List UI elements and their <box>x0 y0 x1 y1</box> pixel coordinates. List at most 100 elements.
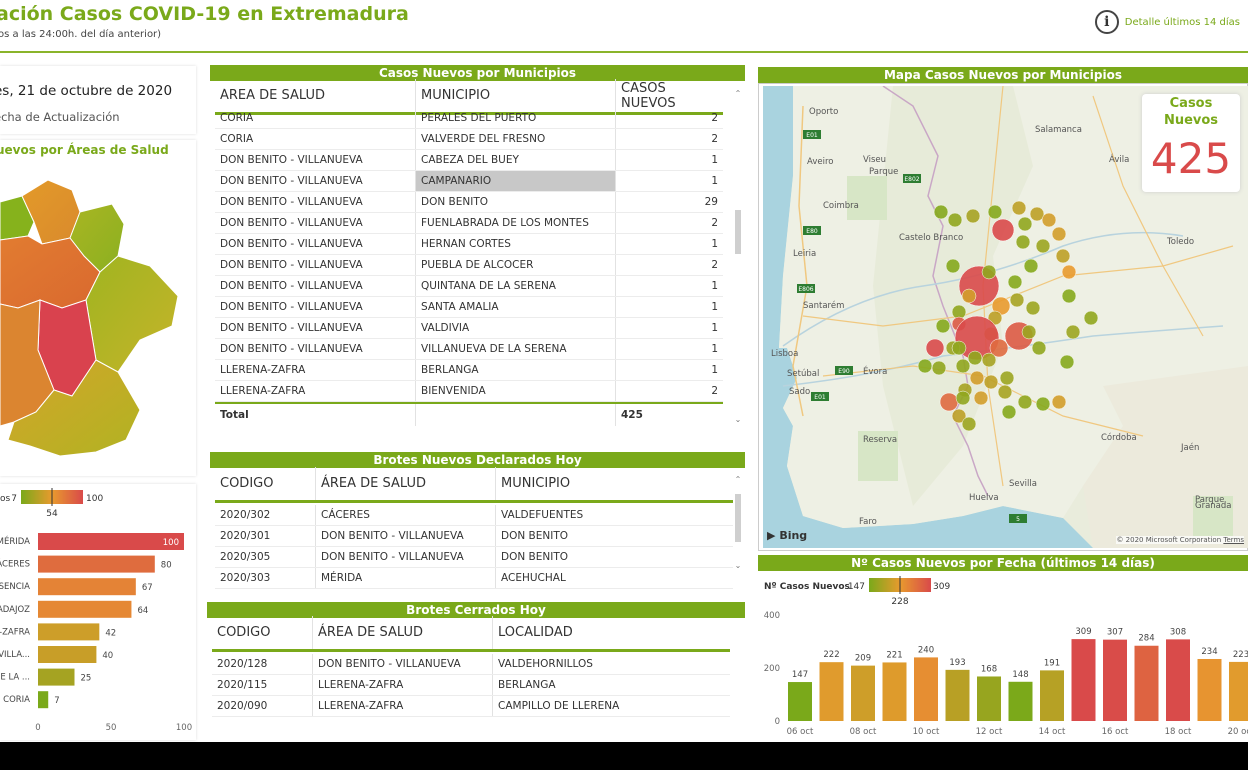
municipio-cell[interactable]: DON BENITO - VILLANUEVA <box>220 238 363 250</box>
municipio-cell[interactable]: BIENVENIDA <box>415 381 615 401</box>
brote-nuevo-cell[interactable]: 2020/302 <box>220 509 271 521</box>
municipio-row[interactable]: DON BENITO - VILLANUEVA VILLANUEVA DE LA … <box>215 339 723 360</box>
municipio-cell[interactable]: 2 <box>615 108 723 128</box>
municipio-cell[interactable]: 1 <box>615 276 723 296</box>
municipio-cell[interactable]: CAMPANARIO <box>415 171 615 191</box>
municipio-cell[interactable]: 29 <box>615 192 723 212</box>
scroll-up-icon[interactable]: ⌃ <box>734 475 742 484</box>
brote-cerrado-cell[interactable]: DON BENITO - VILLANUEVA <box>312 654 492 674</box>
brote-cerrado-row[interactable]: 2020/128 DON BENITO - VILLANUEVA VALDEHORN… <box>212 654 730 675</box>
municipio-cell[interactable]: 1 <box>615 171 723 191</box>
brote-cerrado-row[interactable]: 2020/090 LLERENA-ZAFRA CAMPILLO DE LLERENA <box>212 696 730 717</box>
col-area[interactable]: ÁREA DE SALUD <box>315 467 495 500</box>
municipio-cell[interactable]: DON BENITO - VILLANUEVA <box>220 280 363 292</box>
col-casos[interactable]: CASOS NUEVOS <box>615 79 723 112</box>
municipio-cell[interactable]: DON BENITO - VILLANUEVA <box>220 343 363 355</box>
municipio-cell[interactable]: PUEBLA DE ALCOCER <box>415 255 615 275</box>
municipio-cell[interactable]: 1 <box>615 339 723 359</box>
municipio-cell[interactable]: 2 <box>615 129 723 149</box>
municipio-cell[interactable]: 2 <box>615 381 723 401</box>
terms-link[interactable]: Terms <box>1223 536 1244 544</box>
brote-nuevo-cell[interactable]: 2020/303 <box>220 572 271 584</box>
municipio-cell[interactable]: CORIA <box>220 112 254 124</box>
municipio-cell[interactable]: 1 <box>615 150 723 170</box>
col-municipio[interactable]: MUNICIPIO <box>415 79 615 112</box>
municipio-cell[interactable]: CABEZA DEL BUEY <box>415 150 615 170</box>
brote-cerrado-cell[interactable]: LLERENA-ZAFRA <box>312 696 492 716</box>
col-localidad[interactable]: LOCALIDAD <box>492 616 730 649</box>
col-codigo[interactable]: CÓDIGO <box>217 625 271 640</box>
brote-nuevo-row[interactable]: 2020/303 MÉRIDA ACEHUCHAL <box>215 568 733 589</box>
municipio-cell[interactable]: DON BENITO - VILLANUEVA <box>220 154 363 166</box>
municipio-cell[interactable]: DON BENITO - VILLANUEVA <box>220 175 363 187</box>
brote-nuevo-cell[interactable]: VALDEFUENTES <box>495 505 733 525</box>
municipio-cell[interactable]: DON BENITO - VILLANUEVA <box>220 301 363 313</box>
col-area[interactable]: ÁREA DE SALUD <box>312 616 492 649</box>
municipio-row[interactable]: LLERENA-ZAFRA BIENVENIDA 2 <box>215 381 723 402</box>
municipio-cell[interactable]: DON BENITO - VILLANUEVA <box>220 217 363 229</box>
brote-nuevo-row[interactable]: 2020/305 DON BENITO - VILLANUEVA DON BENIT… <box>215 547 733 568</box>
brote-nuevo-cell[interactable]: ACEHUCHAL <box>495 568 733 588</box>
municipio-cell[interactable]: 2 <box>615 213 723 233</box>
brote-cerrado-cell[interactable]: 2020/090 <box>217 700 268 712</box>
municipio-cell[interactable]: LLERENA-ZAFRA <box>220 385 306 397</box>
info-icon[interactable]: i <box>1094 10 1119 34</box>
municipio-row[interactable]: CORIA VALVERDE DEL FRESNO 2 <box>215 129 723 150</box>
brote-cerrado-row[interactable]: 2020/115 LLERENA-ZAFRA BERLANGA <box>212 675 730 696</box>
municipio-cell[interactable]: VALDIVIA <box>415 318 615 338</box>
municipio-cell[interactable]: PERALES DEL PUERTO <box>415 108 615 128</box>
municipio-cell[interactable]: 1 <box>615 318 723 338</box>
scroll-down-icon[interactable]: ⌄ <box>734 415 742 424</box>
municipio-cell[interactable]: DON BENITO - VILLANUEVA <box>220 196 363 208</box>
municipio-row[interactable]: DON BENITO - VILLANUEVA PUEBLA DE ALCOCER… <box>215 255 723 276</box>
map-canvas[interactable]: E01 E802 E80 E806 E90 E01 5 Oporto Salamanca Vis… <box>763 86 1248 548</box>
municipio-row[interactable]: DON BENITO - VILLANUEVA FUENLABRADA DE LO… <box>215 213 723 234</box>
brote-nuevo-cell[interactable]: 2020/305 <box>220 551 271 563</box>
brote-cerrado-cell[interactable]: LLERENA-ZAFRA <box>312 675 492 695</box>
brote-cerrado-cell[interactable]: 2020/115 <box>217 679 268 691</box>
municipio-row[interactable]: LLERENA-ZAFRA BERLANGA 1 <box>215 360 723 381</box>
municipio-row[interactable]: DON BENITO - VILLANUEVA CABEZA DEL BUEY 1 <box>215 150 723 171</box>
brote-nuevo-cell[interactable]: 2020/301 <box>220 530 271 542</box>
brotes-scrollbar[interactable]: ⌃ ⌄ <box>734 474 742 574</box>
scroll-up-icon[interactable]: ⌃ <box>734 89 742 98</box>
municipio-cell[interactable]: VALVERDE DEL FRESNO <box>415 129 615 149</box>
municipio-row[interactable]: DON BENITO - VILLANUEVA HERNAN CORTES 1 <box>215 234 723 255</box>
brote-nuevo-cell[interactable]: DON BENITO <box>495 526 733 546</box>
bing-map[interactable]: E01 E802 E80 E806 E90 E01 5 Oporto Salamanca Vis… <box>763 86 1248 548</box>
municipio-cell[interactable]: SANTA AMALIA <box>415 297 615 317</box>
detail-label[interactable]: Detalle últimos 14 días <box>1124 16 1240 28</box>
municipio-cell[interactable]: DON BENITO - VILLANUEVA <box>220 322 363 334</box>
municipio-cell[interactable]: BERLANGA <box>415 360 615 380</box>
municipio-cell[interactable]: LLERENA-ZAFRA <box>220 364 306 376</box>
municipio-row[interactable]: DON BENITO - VILLANUEVA VALDIVIA 1 <box>215 318 723 339</box>
brote-nuevo-cell[interactable]: MÉRIDA <box>315 568 495 588</box>
municipio-cell[interactable]: QUINTANA DE LA SERENA <box>415 276 615 296</box>
brote-cerrado-cell[interactable]: BERLANGA <box>492 675 730 695</box>
brote-nuevo-cell[interactable]: DON BENITO - VILLANUEVA <box>315 526 495 546</box>
municipio-cell[interactable]: DON BENITO <box>415 192 615 212</box>
detail-link[interactable]: i Detalle últimos 14 días <box>1094 10 1240 34</box>
municipio-cell[interactable]: 1 <box>615 360 723 380</box>
brote-nuevo-row[interactable]: 2020/302 CÁCERES VALDEFUENTES <box>215 505 733 526</box>
brote-nuevo-row[interactable]: 2020/301 DON BENITO - VILLANUEVA DON BENIT… <box>215 526 733 547</box>
col-area[interactable]: ÁREA DE SALUD <box>220 88 326 103</box>
municipio-cell[interactable]: 1 <box>615 297 723 317</box>
municipio-row[interactable]: DON BENITO - VILLANUEVA QUINTANA DE LA SE… <box>215 276 723 297</box>
brote-cerrado-cell[interactable]: VALDEHORNILLOS <box>492 654 730 674</box>
municipio-cell[interactable]: FUENLABRADA DE LOS MONTES <box>415 213 615 233</box>
municipio-row[interactable]: DON BENITO - VILLANUEVA CAMPANARIO 1 <box>215 171 723 192</box>
col-codigo[interactable]: CÓDIGO <box>220 476 274 491</box>
municipio-cell[interactable]: DON BENITO - VILLANUEVA <box>220 259 363 271</box>
col-municipio[interactable]: MUNICIPIO <box>495 467 733 500</box>
municipio-row[interactable]: CORIA PERALES DEL PUERTO 2 <box>215 108 723 129</box>
municipio-cell[interactable]: CORIA <box>220 133 254 145</box>
municipio-cell[interactable]: 1 <box>615 234 723 254</box>
brote-nuevo-cell[interactable]: DON BENITO <box>495 547 733 567</box>
brote-cerrado-cell[interactable]: CAMPILLO DE LLERENA <box>492 696 730 716</box>
brote-nuevo-cell[interactable]: CÁCERES <box>315 505 495 525</box>
municipio-cell[interactable]: VILLANUEVA DE LA SERENA <box>415 339 615 359</box>
scroll-thumb[interactable] <box>735 210 741 254</box>
scroll-down-icon[interactable]: ⌄ <box>734 561 742 570</box>
municipios-scrollbar[interactable]: ⌃ ⌄ <box>734 88 742 428</box>
